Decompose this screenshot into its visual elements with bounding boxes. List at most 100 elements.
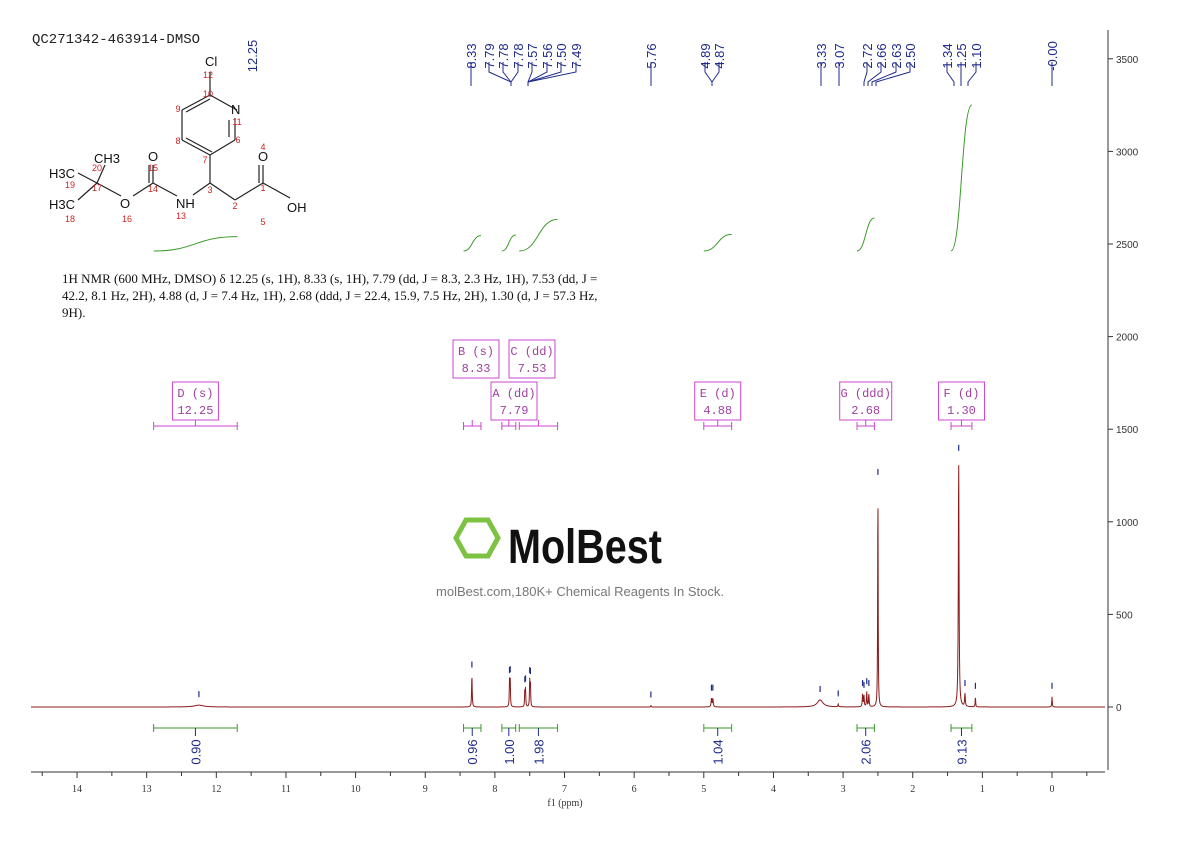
multiplet-shift: 2.68 bbox=[851, 404, 880, 418]
atom-number: 16 bbox=[122, 214, 132, 224]
peak-label: 2.72 bbox=[860, 43, 875, 68]
integral-curve bbox=[501, 234, 516, 252]
y-tick-label: 3500 bbox=[1116, 55, 1139, 66]
peak-label: 12.25 bbox=[245, 40, 260, 73]
molbest-logo-hexagon-icon bbox=[453, 517, 501, 559]
x-tick-label: 4 bbox=[771, 784, 776, 795]
x-tick-label: 1 bbox=[980, 784, 985, 795]
atom-number: 6 bbox=[235, 135, 240, 145]
peak-label: 2.66 bbox=[874, 43, 889, 68]
integral-curve bbox=[703, 233, 732, 252]
multiplet-shift: 4.88 bbox=[703, 404, 732, 418]
atom-number: 13 bbox=[176, 211, 186, 221]
atom-number: 20 bbox=[92, 163, 102, 173]
peak-label: 4.89 bbox=[698, 43, 713, 68]
x-tick-label: 7 bbox=[562, 784, 567, 795]
multiplet-label: G (ddd) bbox=[841, 387, 891, 401]
multiplet-box: A (dd) 7.79 bbox=[490, 381, 538, 421]
bond bbox=[181, 94, 211, 111]
multiplet-box: B (s) 8.33 bbox=[452, 339, 500, 379]
peak-label-leader bbox=[510, 62, 519, 86]
atom-label: O bbox=[148, 149, 158, 164]
multiplet-shift: 7.53 bbox=[518, 362, 547, 376]
atom-label: O bbox=[258, 149, 268, 164]
atom-label: H3C bbox=[49, 197, 75, 212]
integral-value: 0.96 bbox=[465, 739, 480, 764]
y-tick-label: 3000 bbox=[1116, 147, 1139, 158]
multiplet-box: E (d) 4.88 bbox=[694, 381, 742, 421]
y-tick-label: 1500 bbox=[1116, 425, 1139, 436]
peak-label: 1.34 bbox=[940, 43, 955, 68]
multiplet-box: G (ddd) 2.68 bbox=[839, 381, 893, 421]
integral-curve bbox=[153, 236, 238, 252]
multiplet-box: C (dd) 7.53 bbox=[508, 339, 556, 379]
atom-label: CH3 bbox=[94, 151, 120, 166]
x-axis-label: f1 (ppm) bbox=[547, 798, 582, 809]
peak-label: 7.78 bbox=[511, 43, 526, 68]
multiplet-label: D (s) bbox=[177, 387, 213, 401]
atom-number: 10 bbox=[203, 89, 213, 99]
atom-number: 4 bbox=[260, 142, 265, 152]
atom-number: 18 bbox=[65, 214, 75, 224]
atom-number: 3 bbox=[207, 185, 212, 195]
bond bbox=[132, 182, 154, 197]
peak-label-leader bbox=[871, 62, 897, 86]
peak-label-leader bbox=[527, 62, 577, 86]
multiplet-frame bbox=[508, 339, 556, 379]
x-tick-label: 13 bbox=[142, 784, 152, 795]
atom-label: N bbox=[231, 102, 240, 117]
multiplet-label: C (dd) bbox=[510, 345, 553, 359]
peak-label: 7.78 bbox=[496, 43, 511, 68]
bond bbox=[192, 182, 211, 196]
x-tick-label: 12 bbox=[211, 784, 221, 795]
nmr-description: 1H NMR (600 MHz, DMSO) δ 12.25 (s, 1H), … bbox=[62, 271, 598, 320]
peak-label: 7.49 bbox=[569, 43, 584, 68]
multiplet-label: E (d) bbox=[700, 387, 736, 401]
y-tick-label: 2000 bbox=[1116, 333, 1139, 344]
bond bbox=[77, 172, 98, 184]
x-tick-label: 0 bbox=[1050, 784, 1055, 795]
atom-number: 11 bbox=[232, 117, 241, 127]
bond bbox=[185, 137, 213, 153]
multiplet-shift: 12.25 bbox=[177, 404, 213, 418]
integral-value: 0.90 bbox=[188, 739, 203, 764]
x-tick-label: 10 bbox=[351, 784, 361, 795]
peak-label: 1.10 bbox=[969, 43, 984, 68]
sample-title: QC271342-463914-DMSO bbox=[32, 32, 201, 48]
bond bbox=[77, 182, 98, 201]
atom-number: 8 bbox=[175, 136, 180, 146]
multiplet-shift: 1.30 bbox=[947, 404, 976, 418]
x-tick-label: 14 bbox=[72, 784, 82, 795]
atom-number: 9 bbox=[175, 104, 180, 114]
peak-label: 7.56 bbox=[540, 43, 555, 68]
integral-curve bbox=[463, 235, 482, 252]
x-tick-label: 5 bbox=[701, 784, 706, 795]
y-tick-label: 0 bbox=[1116, 703, 1122, 714]
atom-label: Cl bbox=[205, 54, 217, 69]
x-tick-label: 6 bbox=[632, 784, 637, 795]
peak-label: 4.87 bbox=[712, 43, 727, 68]
atom-number: 12 bbox=[203, 70, 213, 80]
bond bbox=[185, 98, 211, 113]
molbest-logo-text: MolBest bbox=[508, 521, 662, 574]
peak-label-leader bbox=[946, 62, 955, 86]
peak-label: 3.07 bbox=[832, 43, 847, 68]
x-tick-label: 9 bbox=[423, 784, 428, 795]
bond bbox=[209, 182, 236, 201]
bond bbox=[96, 182, 122, 197]
peak-label: 7.57 bbox=[525, 43, 540, 68]
atom-number: 15 bbox=[148, 163, 158, 173]
peak-label: 8.33 bbox=[464, 43, 479, 68]
peak-label-leader bbox=[711, 62, 720, 86]
peak-label: 3.33 bbox=[814, 43, 829, 68]
multiplet-label: B (s) bbox=[458, 345, 494, 359]
multiplet-shift: 8.33 bbox=[462, 362, 491, 376]
peak-label: 1.25 bbox=[954, 43, 969, 68]
atom-number: 14 bbox=[148, 184, 158, 194]
bond bbox=[152, 182, 178, 197]
atom-label: NH bbox=[176, 196, 195, 211]
x-tick-label: 8 bbox=[492, 784, 497, 795]
peak-label-leader bbox=[967, 62, 977, 86]
integral-value: 1.04 bbox=[711, 739, 726, 764]
